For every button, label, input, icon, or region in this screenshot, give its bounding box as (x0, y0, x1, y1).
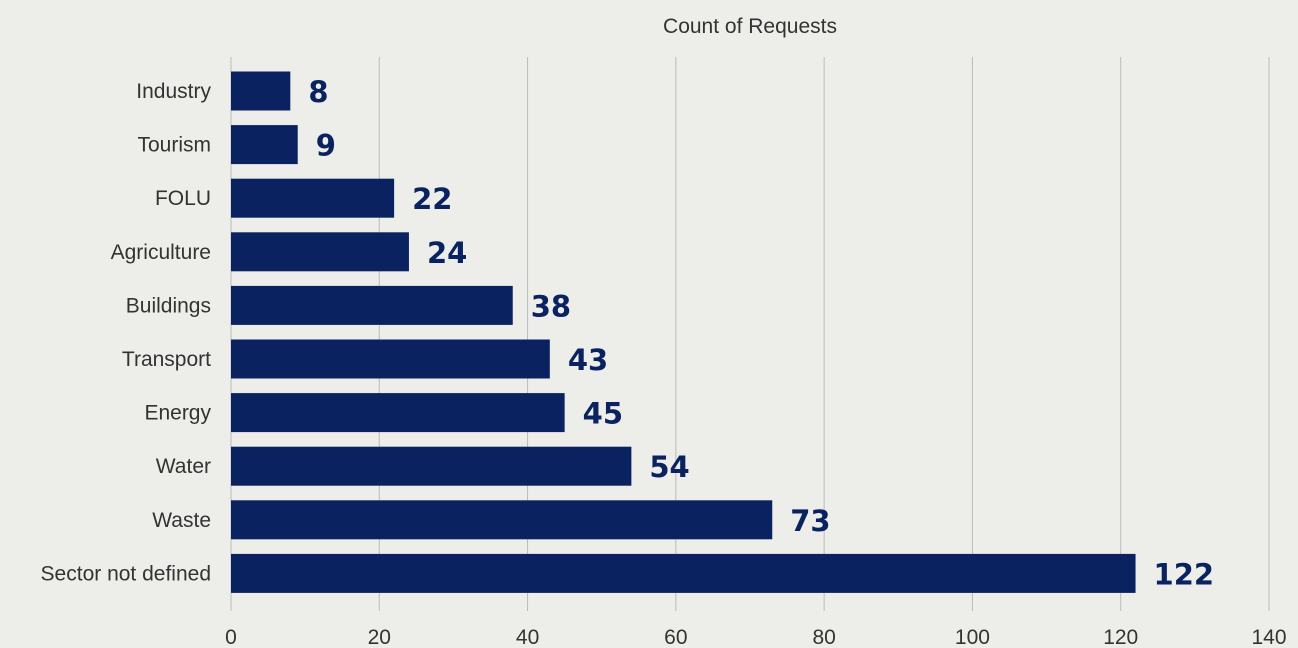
x-axis-title: Count of Requests (663, 15, 837, 38)
data-label: 8 (308, 75, 328, 109)
category-label: Tourism (137, 134, 211, 157)
data-label: 9 (316, 129, 336, 163)
data-label: 45 (583, 397, 623, 431)
bar (231, 232, 409, 272)
x-tick-label: 80 (812, 626, 835, 648)
x-tick-label: 0 (225, 626, 237, 648)
category-label: Energy (144, 402, 211, 425)
x-tick-label: 60 (664, 626, 687, 648)
category-label: FOLU (155, 187, 211, 210)
category-label: Transport (122, 348, 211, 371)
x-tick-label: 120 (1103, 626, 1138, 648)
x-tick-label: 20 (368, 626, 391, 648)
data-label: 22 (412, 182, 452, 216)
category-label: Sector not defined (41, 562, 211, 585)
bar (231, 71, 291, 111)
x-tick-labels: 0 20 40 60 80 100 120 140 (225, 626, 1286, 648)
category-label: Water (156, 455, 211, 478)
data-label: 54 (649, 450, 689, 484)
bar (231, 285, 513, 325)
bar (231, 446, 632, 486)
data-label: 38 (531, 289, 571, 323)
bar (231, 393, 565, 433)
category-label: Industry (136, 80, 211, 103)
data-label: 24 (427, 236, 467, 270)
bar (231, 178, 395, 218)
bar (231, 553, 1136, 593)
gridlines (230, 57, 1270, 611)
bars (231, 71, 1136, 593)
bar (231, 125, 298, 165)
data-label: 43 (568, 343, 608, 377)
bar (231, 339, 550, 379)
data-label: 122 (1154, 557, 1215, 591)
bar (231, 500, 773, 540)
category-label: Waste (152, 509, 211, 532)
category-label: Buildings (126, 294, 211, 317)
category-label: Agriculture (111, 241, 211, 264)
x-tick-label: 140 (1251, 626, 1286, 648)
data-labels: 8 9 22 24 38 43 45 54 73 122 (308, 75, 1214, 591)
data-label: 73 (790, 504, 830, 538)
x-tick-label: 40 (516, 626, 539, 648)
x-tick-label: 100 (955, 626, 990, 648)
category-labels: Industry Tourism FOLU Agriculture Buildings T… (41, 80, 212, 585)
